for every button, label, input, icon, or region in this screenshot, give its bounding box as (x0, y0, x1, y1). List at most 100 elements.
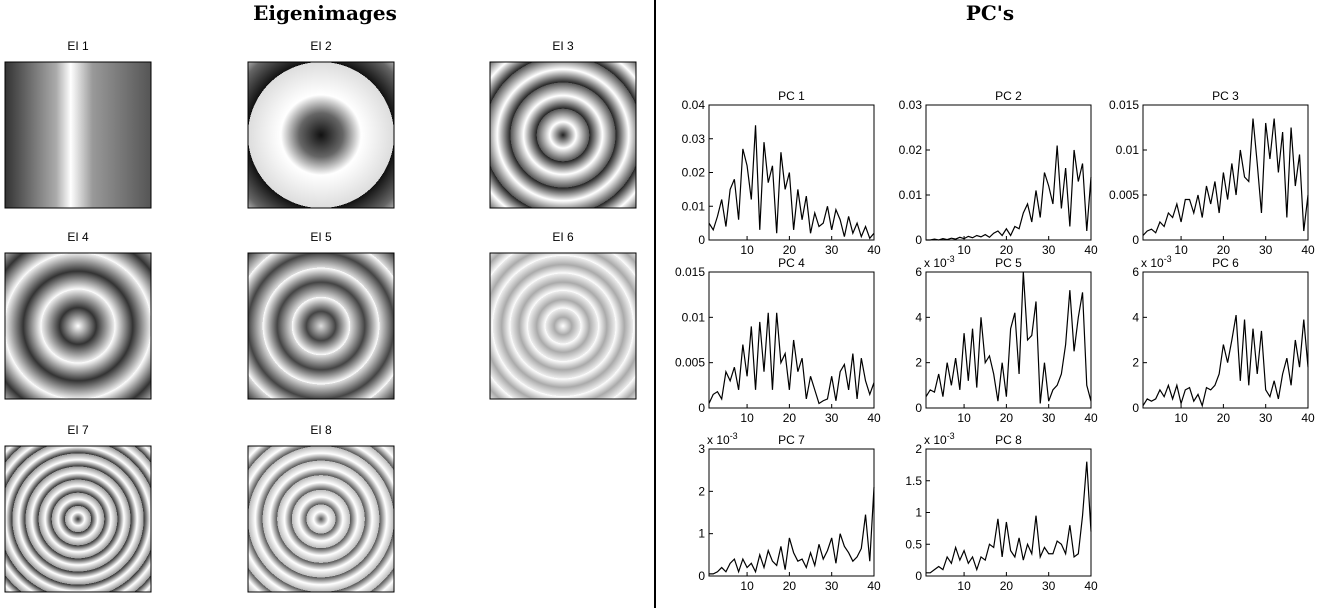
y-tick-label: 1 (915, 506, 922, 520)
y-tick-label: 2 (698, 484, 705, 498)
image-label: EI 5 (310, 230, 332, 244)
eigenimage (489, 61, 637, 209)
pc-line (1142, 314, 1309, 408)
x-tick-label: 10 (957, 411, 971, 425)
plot-frame (925, 104, 1092, 241)
image-label: EI 2 (310, 39, 332, 53)
eigenimage (4, 252, 152, 400)
plot-frame (1142, 271, 1309, 409)
y-tick-label: 0.01 (682, 310, 706, 324)
eigenimage (247, 61, 395, 209)
y-multiplier-exponent: -3 (1164, 254, 1172, 264)
chart-title: PC 1 (778, 89, 805, 103)
x-tick-label: 40 (1084, 411, 1098, 425)
x-tick-label: 20 (1217, 411, 1231, 425)
y-multiplier-base: x 10 (1141, 256, 1164, 270)
chart-title: PC 8 (995, 433, 1022, 447)
y-multiplier-base: x 10 (924, 433, 947, 447)
chart-title: PC 6 (1212, 256, 1239, 270)
x-tick-label: 40 (867, 411, 881, 425)
y-tick-label: 0.04 (682, 98, 706, 112)
chart-title: PC 5 (995, 256, 1022, 270)
image-label: EI 4 (67, 230, 89, 244)
pc-line (708, 125, 875, 240)
x-tick-label: 40 (1301, 243, 1315, 257)
y-tick-label: 3 (698, 442, 705, 456)
y-tick-label: 0.005 (675, 356, 705, 370)
pc-line (925, 271, 1092, 404)
image-label: EI 1 (67, 39, 89, 53)
x-tick-label: 20 (1217, 243, 1231, 257)
y-tick-label: 6 (915, 265, 922, 279)
chart-title: PC 4 (778, 256, 805, 270)
y-tick-label: 0.01 (682, 199, 706, 213)
y-tick-label: 0.015 (675, 265, 705, 279)
y-tick-label: 0.01 (899, 188, 923, 202)
x-tick-label: 20 (783, 579, 797, 593)
y-tick-label: 0.005 (1109, 188, 1139, 202)
y-tick-label: 0 (698, 401, 705, 415)
y-tick-label: 0.03 (682, 132, 706, 146)
eigenimage (247, 445, 395, 593)
x-tick-label: 10 (740, 411, 754, 425)
chart-title: PC 3 (1212, 89, 1239, 103)
x-tick-label: 30 (825, 579, 839, 593)
y-tick-label: 0.5 (905, 537, 922, 551)
y-multiplier-exponent: -3 (730, 431, 738, 441)
y-tick-label: 4 (1132, 310, 1139, 324)
x-tick-label: 20 (1000, 243, 1014, 257)
y-multiplier-base: x 10 (924, 256, 947, 270)
y-multiplier: x 10-3 (924, 254, 955, 270)
y-multiplier-exponent: -3 (947, 254, 955, 264)
x-tick-label: 20 (1000, 411, 1014, 425)
x-tick-label: 40 (867, 243, 881, 257)
y-multiplier-base: x 10 (707, 433, 730, 447)
y-tick-label: 4 (915, 310, 922, 324)
y-multiplier: x 10-3 (707, 431, 738, 447)
x-tick-label: 40 (1084, 579, 1098, 593)
y-tick-label: 0 (698, 569, 705, 583)
pc-line (926, 461, 1092, 574)
eigenimage (4, 445, 152, 593)
image-label: EI 3 (552, 39, 574, 53)
plot-frame (708, 448, 875, 577)
plot-frame (925, 448, 1092, 577)
y-multiplier: x 10-3 (1141, 254, 1172, 270)
x-tick-label: 30 (1259, 411, 1273, 425)
y-tick-label: 0 (698, 233, 705, 247)
x-tick-label: 20 (783, 243, 797, 257)
image-label: EI 7 (67, 423, 89, 437)
x-tick-label: 30 (1042, 243, 1056, 257)
chart-title: PC 7 (778, 433, 805, 447)
y-tick-label: 2 (1132, 356, 1139, 370)
y-tick-label: 1 (698, 527, 705, 541)
y-tick-label: 0 (915, 233, 922, 247)
plot-frame (1142, 104, 1309, 241)
y-tick-label: 0.02 (899, 143, 923, 157)
y-tick-label: 0.03 (899, 98, 923, 112)
panel-title: Eigenimages (253, 1, 397, 25)
x-tick-label: 40 (867, 579, 881, 593)
y-multiplier: x 10-3 (924, 431, 955, 447)
x-tick-label: 30 (825, 243, 839, 257)
x-tick-label: 10 (740, 243, 754, 257)
image-label: EI 8 (310, 423, 332, 437)
eigenimage (4, 61, 152, 209)
y-tick-label: 0 (1132, 233, 1139, 247)
x-tick-label: 40 (1084, 243, 1098, 257)
pc-line (708, 312, 875, 405)
pc-line (1142, 118, 1309, 236)
pc-line (926, 145, 1092, 241)
y-tick-label: 0 (915, 569, 922, 583)
plot-frame (708, 271, 875, 409)
y-tick-label: 1.5 (905, 474, 922, 488)
eigenimage (489, 252, 637, 400)
x-tick-label: 10 (740, 579, 754, 593)
x-tick-label: 30 (825, 411, 839, 425)
x-tick-label: 10 (1174, 411, 1188, 425)
eigenimage (247, 252, 395, 400)
x-tick-label: 40 (1301, 411, 1315, 425)
x-tick-label: 10 (957, 579, 971, 593)
image-label: EI 6 (552, 230, 574, 244)
